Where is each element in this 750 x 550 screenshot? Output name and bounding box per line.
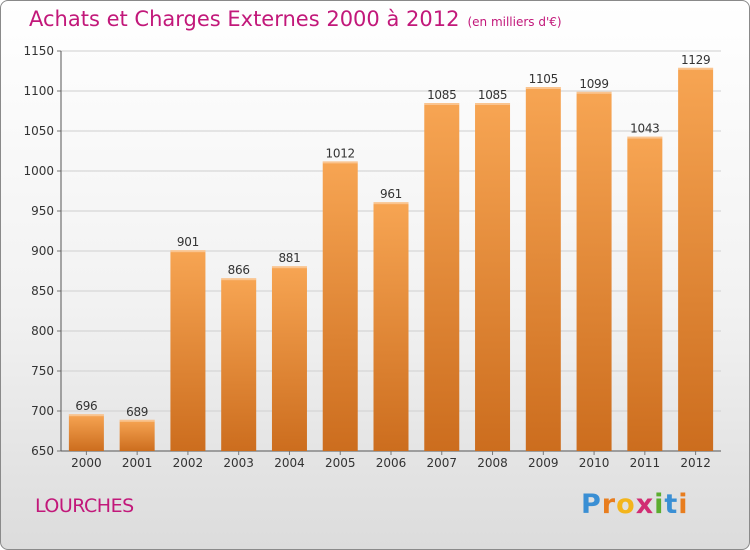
- y-tick-label: 1000: [23, 164, 54, 178]
- bar-2011: [627, 136, 663, 451]
- bar-2010: [576, 91, 612, 452]
- y-tick-label: 800: [31, 324, 54, 338]
- data-label: 1099: [579, 77, 608, 91]
- bar-highlight: [221, 278, 257, 281]
- bar-highlight: [68, 414, 104, 417]
- data-label: 1105: [529, 72, 558, 86]
- bars: [68, 67, 714, 452]
- data-label: 696: [75, 399, 97, 413]
- x-tick-label: 2009: [528, 456, 559, 470]
- y-tick-label: 900: [31, 244, 54, 258]
- bar-highlight: [322, 161, 358, 164]
- x-tick-label: 2004: [274, 456, 305, 470]
- y-tick-label: 1050: [23, 124, 54, 138]
- data-labels: 696 689 901 866 881 1012 961 1085 1085 1105 1099 10…: [75, 53, 710, 419]
- chart-title: Achats et Charges Externes 2000 à 2012 (e…: [29, 7, 562, 31]
- bar-2003: [221, 278, 257, 451]
- y-tick-label: 750: [31, 364, 54, 378]
- data-label: 961: [380, 187, 402, 201]
- y-tick-label: 850: [31, 284, 54, 298]
- x-tick-label: 2007: [426, 456, 457, 470]
- y-tick-label: 1150: [23, 44, 54, 58]
- bar-2009: [525, 87, 561, 451]
- data-label: 1012: [326, 146, 355, 160]
- data-label: 1043: [630, 122, 659, 136]
- y-tick-labels: 650 700 750 800 850 900 950 1000 1050 1100 1150: [23, 44, 54, 458]
- x-tick-label: 2002: [173, 456, 204, 470]
- bar-highlight: [170, 250, 206, 253]
- y-tick-label: 950: [31, 204, 54, 218]
- x-tick-labels: 2000 2001 2002 2003 2004 2005 2006 2007 2008 2009…: [71, 451, 711, 470]
- bar-2005: [322, 161, 358, 451]
- data-label: 881: [278, 251, 300, 265]
- bar-2000: [68, 414, 104, 451]
- data-label: 866: [228, 263, 250, 277]
- title-text: Achats et Charges Externes 2000 à 2012: [29, 7, 460, 31]
- x-tick-label: 2003: [223, 456, 254, 470]
- bar-2001: [119, 419, 155, 451]
- bar-highlight: [576, 91, 612, 94]
- y-tick-label: 650: [31, 444, 54, 458]
- x-tick-label: 2012: [680, 456, 711, 470]
- data-label: 901: [177, 235, 199, 249]
- y-tick-label: 1100: [23, 84, 54, 98]
- bar-highlight: [424, 103, 460, 105]
- x-tick-label: 2000: [71, 456, 102, 470]
- bar-2007: [424, 103, 460, 451]
- x-tick-label: 2001: [122, 456, 153, 470]
- x-tick-label: 2011: [630, 456, 661, 470]
- x-tick-label: 2006: [376, 456, 407, 470]
- bar-2006: [373, 202, 409, 451]
- bar-highlight: [627, 136, 663, 139]
- x-tick-label: 2010: [579, 456, 610, 470]
- bar-2002: [170, 250, 206, 451]
- bar-2008: [475, 103, 511, 451]
- bar-highlight: [119, 419, 155, 422]
- data-label: 1129: [681, 53, 710, 67]
- bar-highlight: [525, 87, 561, 89]
- x-tick-label: 2005: [325, 456, 356, 470]
- y-tick-label: 700: [31, 404, 54, 418]
- data-label: 689: [126, 405, 148, 419]
- bar-highlight: [373, 202, 409, 205]
- bar-highlight: [271, 266, 307, 269]
- place-name: LOURCHES: [35, 495, 134, 517]
- proxiti-logo[interactable]: Proxiti: [581, 489, 689, 520]
- bar-highlight: [475, 103, 511, 105]
- data-label: 1085: [427, 88, 456, 102]
- bar-highlight: [678, 67, 714, 70]
- data-label: 1085: [478, 88, 507, 102]
- chart-subtitle: (en milliers d'€): [467, 15, 562, 29]
- x-tick-label: 2008: [477, 456, 508, 470]
- bar-2012: [678, 67, 714, 452]
- bar-2004: [271, 266, 307, 451]
